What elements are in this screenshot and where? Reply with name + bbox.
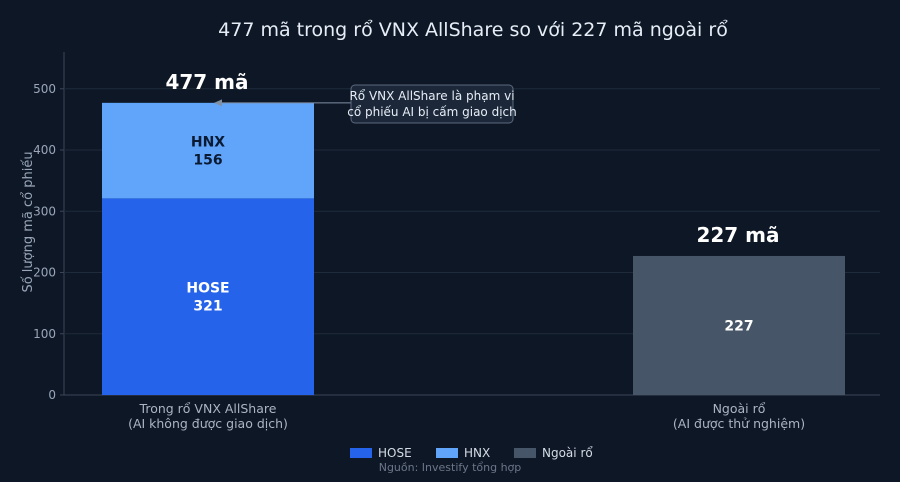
y-tick-label: 0 — [48, 388, 56, 402]
x-category-sublabel: (AI không được giao dịch) — [128, 416, 288, 431]
segment-name-label: HNX — [191, 135, 225, 151]
legend-swatch-ngoài-rổ — [514, 448, 536, 458]
legend-swatch-hnx — [436, 448, 458, 458]
bar-segment-hnx — [102, 102, 314, 199]
annotation-line-1: Rổ VNX AllShare là phạm vi — [349, 89, 514, 103]
source-note: Nguồn: Investify tổng hợp — [379, 461, 522, 474]
annotation-arrow-head — [214, 99, 222, 107]
bar-segment-ngoài-rổ — [633, 255, 845, 395]
segment-value-label: 227 — [724, 318, 753, 334]
bar-total-label: 227 mã — [696, 223, 779, 247]
legend-swatch-hose — [350, 448, 372, 458]
x-category-label: Ngoài rổ — [713, 401, 766, 416]
labels: HOSE 321 HNX 156 477 mã Trong rổ VNX AllShare… — [128, 70, 805, 431]
y-tick-label: 300 — [33, 204, 56, 218]
y-axis-label: Số lượng mã cổ phiếu — [21, 151, 36, 292]
annotation-line-2: cổ phiếu AI bị cấm giao dịch — [347, 105, 517, 119]
segment-value-label: 321 — [193, 299, 222, 315]
legend: HOSE HNX Ngoài rổ — [350, 446, 593, 460]
annotation-box — [350, 84, 514, 124]
y-tick-label: 500 — [33, 82, 56, 96]
bar-segment-hose — [102, 198, 314, 395]
bar-total-label: 477 mã — [165, 70, 248, 94]
x-category-label: Trong rổ VNX AllShare — [139, 401, 277, 416]
segment-value-label: 156 — [193, 153, 222, 169]
legend-label: HNX — [464, 446, 490, 460]
y-tick-label: 400 — [33, 143, 56, 157]
chart-title: 477 mã trong rổ VNX AllShare so với 227 … — [218, 19, 728, 41]
legend-label: Ngoài rổ — [542, 446, 593, 460]
annotation: Rổ VNX AllShare là phạm vi cổ phiếu AI bị… — [214, 84, 517, 124]
legend-label: HOSE — [378, 446, 412, 460]
x-category-sublabel: (AI được thử nghiệm) — [673, 416, 805, 431]
segment-name-label: HOSE — [186, 281, 229, 297]
y-tick-label: 200 — [33, 266, 56, 280]
bars — [102, 102, 845, 395]
y-tick-label: 100 — [33, 327, 56, 341]
